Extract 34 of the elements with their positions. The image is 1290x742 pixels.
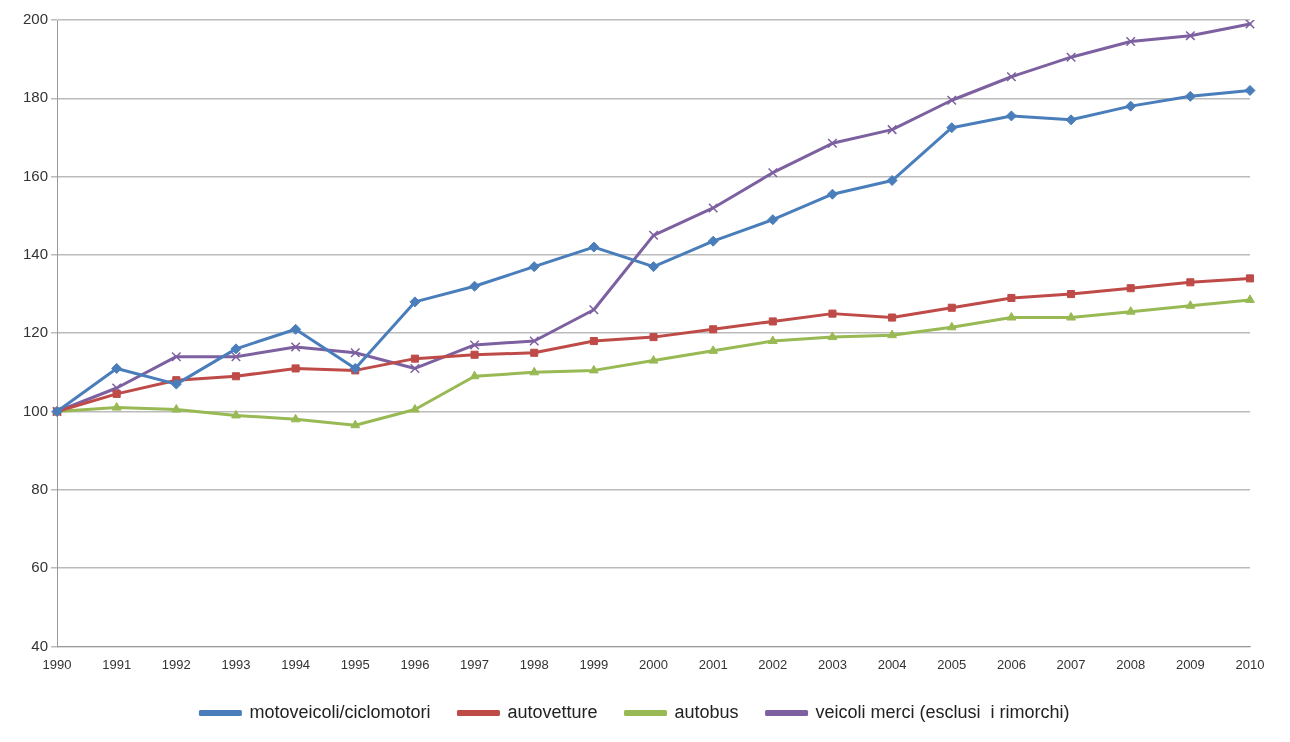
y-tick-label: 200 — [23, 10, 49, 28]
x-tick-label: 2006 — [996, 656, 1026, 672]
legend-label: autovetture — [507, 701, 598, 722]
y-tick-label: 80 — [31, 479, 49, 497]
x-tick-label: 1990 — [42, 656, 72, 672]
x-tick-label: 2005 — [937, 656, 967, 672]
x-tick-label: 2003 — [818, 656, 847, 672]
y-tick-label: 60 — [31, 558, 49, 576]
x-tick-label: 2004 — [877, 656, 907, 672]
x-tick-label: 2007 — [1056, 656, 1086, 672]
x-tick-label: 1999 — [579, 656, 609, 672]
legend-label: veicoli merci (esclusi i rimorchi) — [815, 701, 1070, 722]
x-tick-label: 1998 — [519, 656, 549, 672]
y-tick-label: 40 — [31, 636, 49, 654]
x-tick-label: 2009 — [1175, 656, 1205, 672]
y-tick-label: 140 — [23, 245, 49, 263]
x-tick-label: 1992 — [161, 656, 191, 672]
x-tick-label: 1995 — [340, 656, 370, 672]
x-tick-label: 2000 — [639, 656, 668, 672]
x-tick-label: 1997 — [460, 656, 490, 672]
x-tick-label: 1991 — [102, 656, 132, 672]
x-tick-label: 2002 — [758, 656, 788, 672]
y-tick-label: 100 — [23, 401, 49, 419]
y-tick-label: 120 — [23, 323, 49, 341]
x-tick-label: 1993 — [221, 656, 251, 672]
x-tick-label: 2001 — [698, 656, 728, 672]
y-tick-label: 160 — [23, 166, 49, 184]
legend-label: autobus — [674, 701, 739, 722]
x-tick-label: 1994 — [281, 656, 311, 672]
x-tick-label: 2008 — [1116, 656, 1146, 672]
y-tick-label: 180 — [23, 88, 49, 106]
legend-label: motoveicoli/ciclomotori — [249, 701, 431, 722]
x-tick-label: 1996 — [400, 656, 430, 672]
x-tick-label: 2010 — [1235, 656, 1265, 672]
